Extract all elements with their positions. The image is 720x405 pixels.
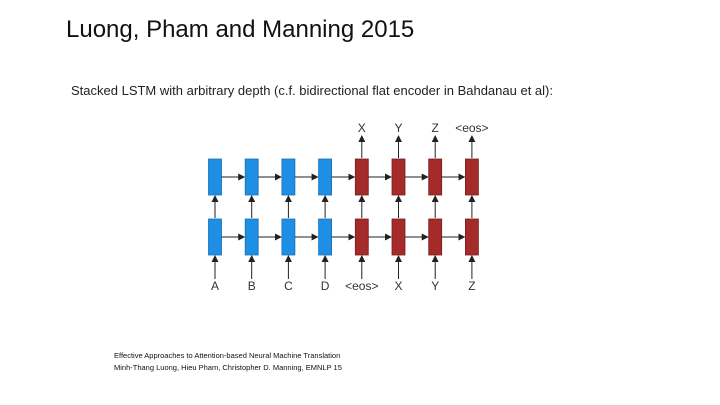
decoder-cell-layer2-step7	[428, 158, 443, 196]
encoder-cell-layer1-step2	[244, 218, 259, 256]
output-token: <eos>	[455, 121, 488, 135]
encoder-cell-layer2-step2	[244, 158, 259, 196]
citation-title: Effective Approaches to Attention-based …	[114, 351, 341, 360]
input-token: D	[321, 279, 330, 293]
input-token: C	[284, 279, 293, 293]
input-token: <eos>	[345, 279, 378, 293]
decoder-cell-layer1-step5	[354, 218, 369, 256]
decoder-cell-layer2-step8	[464, 158, 479, 196]
input-token: Y	[431, 279, 439, 293]
citation-authors: Minh-Thang Luong, Hieu Pham, Christopher…	[114, 363, 342, 372]
decoder-cell-layer1-step8	[464, 218, 479, 256]
input-token: B	[248, 279, 256, 293]
encoder-cell-layer2-step1	[208, 158, 222, 196]
decoder-cell-layer2-step5	[354, 158, 369, 196]
input-token-labels: A B C D <eos> X Y Z	[211, 279, 476, 293]
input-token: Z	[468, 279, 475, 293]
output-token-labels: X Y Z <eos>	[358, 121, 489, 135]
decoder-cell-layer1-step7	[428, 218, 443, 256]
output-token: X	[358, 121, 366, 135]
decoder-cell-layer2-step6	[391, 158, 406, 196]
decoder-cell-layer1-step6	[391, 218, 406, 256]
slide-title: Luong, Pham and Manning 2015	[66, 16, 415, 43]
input-token: X	[394, 279, 402, 293]
encoder-cell-layer1-step4	[318, 218, 333, 256]
citation: Effective Approaches to Attention-based …	[114, 350, 342, 374]
output-token: Z	[432, 121, 439, 135]
encoder-cell-layer2-step4	[318, 158, 333, 196]
slide-subtitle: Stacked LSTM with arbitrary depth (c.f. …	[71, 83, 553, 98]
encoder-cell-layer1-step3	[281, 218, 296, 256]
input-token: A	[211, 279, 219, 293]
connection-arrows	[211, 135, 476, 279]
encoder-cell-layer1-step1	[208, 218, 222, 256]
output-token: Y	[394, 121, 402, 135]
lstm-cells	[208, 158, 479, 256]
encoder-cell-layer2-step3	[281, 158, 296, 196]
